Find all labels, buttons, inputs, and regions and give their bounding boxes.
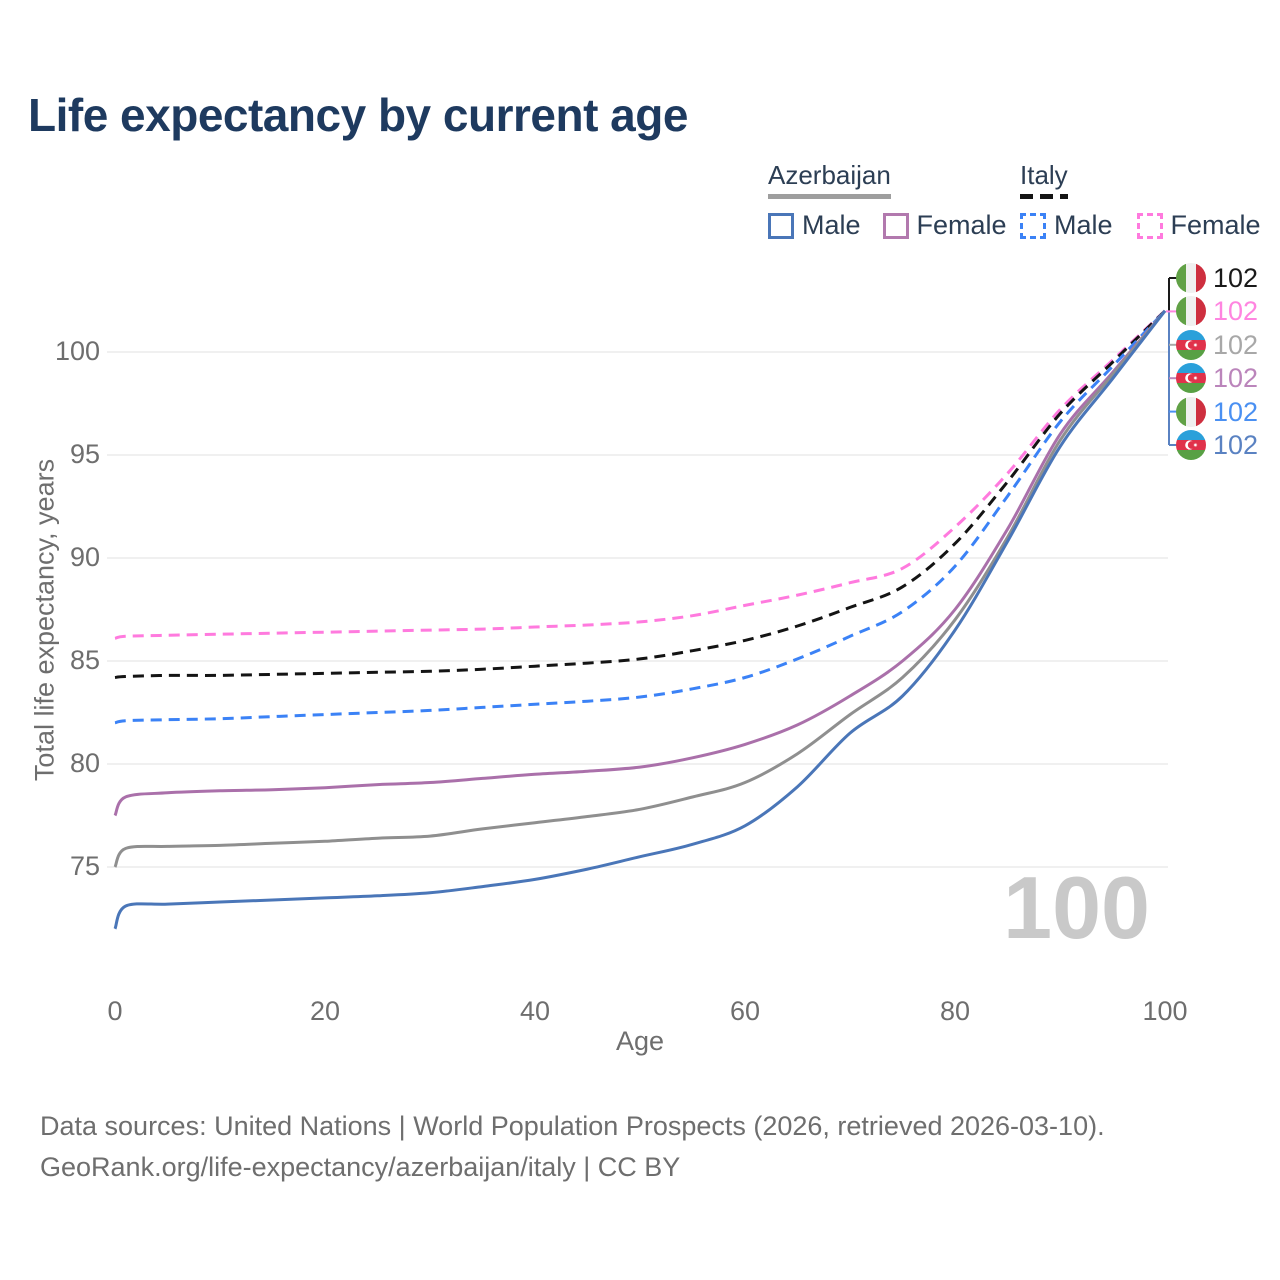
series-line-azerbaijan_female [113, 309, 1167, 817]
x-tick-label: 40 [519, 996, 551, 1026]
legend-items-azerbaijan: Male Female [768, 210, 1007, 241]
footer-source-line: Data sources: United Nations | World Pop… [40, 1111, 1105, 1141]
endpoint-row: 102 [1176, 429, 1258, 461]
legend-country-label-azerbaijan: Azerbaijan [768, 160, 891, 190]
series-line-italy_female [114, 309, 1167, 640]
italy-flag-icon [1176, 296, 1206, 327]
y-tick-label: 75 [69, 851, 100, 881]
italy-flag-icon [1176, 263, 1206, 293]
legend-label-italy-male: Male [1054, 210, 1113, 240]
series-line-italy_male [114, 309, 1167, 725]
footer: Data sources: United Nations | World Pop… [40, 1106, 1105, 1188]
legend-country-label-italy: Italy [1020, 160, 1068, 190]
legend-swatch-italy-female [1136, 212, 1163, 239]
legend-items-italy: Male Female [1020, 210, 1261, 241]
y-tick-label: 100 [54, 336, 100, 366]
legend-swatch-italy-male [1020, 212, 1046, 239]
legend-label-azerbaijan-male: Male [802, 210, 861, 240]
x-tick-label: 0 [107, 996, 123, 1026]
endpoint-row: 102 [1176, 329, 1258, 361]
legend-country-italy: Italy [1020, 160, 1068, 199]
azerbaijan-solid-line-swatch [768, 194, 891, 199]
x-tick-label: 60 [729, 996, 761, 1026]
endpoint-value: 102 [1213, 329, 1259, 360]
legend-swatch-azerbaijan-female [882, 212, 909, 239]
azerbaijan-flag-icon [1176, 329, 1206, 360]
y-tick-label: 80 [69, 748, 100, 778]
x-axis-title: Age [615, 1026, 665, 1056]
y-axis-title: Total life expectancy, years [29, 458, 60, 782]
x-tick-label: 80 [939, 996, 971, 1026]
italy-dashed-line-swatch [1020, 194, 1068, 199]
endpoint-value: 102 [1213, 363, 1259, 394]
legend-group-azerbaijan: Azerbaijan Male Female [768, 160, 1007, 241]
x-tick-label: 100 [1142, 996, 1188, 1026]
endpoint-value: 102 [1213, 430, 1259, 460]
endpoint-value: 102 [1213, 263, 1259, 293]
series-line-italy_total [114, 309, 1167, 679]
legend-swatch-azerbaijan-male [768, 212, 794, 239]
endpoint-row: 102 [1176, 396, 1258, 428]
y-tick-label: 85 [69, 645, 100, 675]
age-counter-watermark: 100 [1003, 858, 1150, 957]
footer-attribution-line: GeoRank.org/life-expectancy/azerbaijan/i… [40, 1152, 681, 1182]
legend-country-azerbaijan: Azerbaijan [768, 160, 891, 199]
y-tick-label: 95 [69, 439, 100, 469]
legend-label-italy-female: Female [1170, 210, 1261, 240]
series-line-azerbaijan_male [113, 309, 1167, 930]
endpoint-value: 102 [1213, 396, 1259, 427]
legend-label-azerbaijan-female: Female [916, 210, 1007, 240]
series-line-azerbaijan_total [113, 309, 1167, 868]
azerbaijan-flag-icon [1176, 430, 1206, 460]
legend-group-italy: Italy Male Female [1020, 160, 1261, 241]
endpoint-row: 102 [1176, 262, 1258, 294]
endpoint-row: 102 [1176, 362, 1258, 394]
endpoint-value: 102 [1213, 296, 1259, 327]
italy-flag-icon [1176, 396, 1206, 427]
chart-title: Life expectancy by current age [28, 89, 688, 141]
azerbaijan-flag-icon [1176, 363, 1206, 394]
x-tick-label: 20 [309, 996, 341, 1026]
y-tick-label: 90 [69, 542, 100, 572]
endpoint-row: 102 [1176, 295, 1258, 327]
